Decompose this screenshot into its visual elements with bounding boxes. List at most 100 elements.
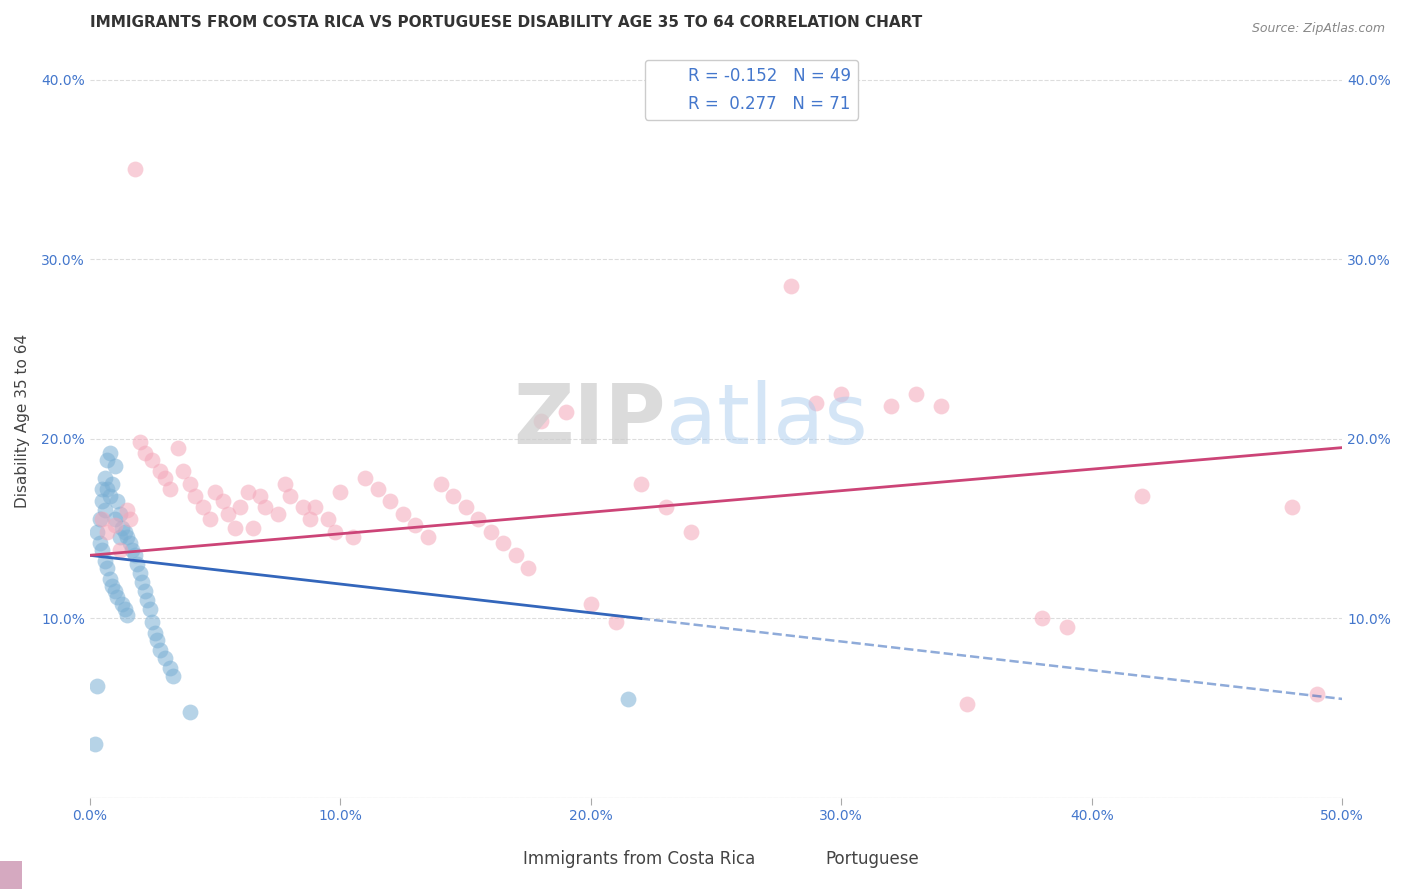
Point [630,476,652,491]
Point [1031,611,1053,625]
Point [104,517,127,532]
Point [114,524,136,539]
Point [159,482,181,496]
Point [96,561,118,575]
Point [159,661,181,675]
Point [249,489,271,503]
Point [679,524,702,539]
Point [104,512,127,526]
Point [134,446,156,460]
Point [329,485,352,500]
Legend: Immigrants from Costa Rica, Portuguese: Immigrants from Costa Rica, Portuguese [479,842,927,875]
Point [94,503,117,517]
Point [149,643,172,657]
Point [166,441,188,455]
Point [1130,489,1153,503]
Point [98,446,121,460]
Point [304,500,326,514]
Point [117,530,139,544]
Point [342,530,364,544]
Point [98,489,121,503]
Point [101,579,124,593]
Point [299,512,322,526]
Point [354,471,377,485]
Point [96,453,118,467]
Point [91,512,114,526]
Point [267,507,290,521]
Point [179,476,201,491]
Point [204,485,226,500]
Point [479,524,502,539]
Point [111,597,134,611]
Point [86,524,108,539]
Point [224,521,246,535]
Point [94,471,117,485]
Point [931,400,953,414]
Point [316,512,339,526]
Point [179,705,201,719]
Point [91,543,114,558]
Point [880,400,903,414]
Point [229,500,252,514]
Point [111,521,134,535]
Point [136,593,159,607]
Point [98,572,121,586]
Point [89,535,111,549]
Point [141,453,163,467]
Text: IMMIGRANTS FROM COSTA RICA VS PORTUGUESE DISABILITY AGE 35 TO 64 CORRELATION CHA: IMMIGRANTS FROM COSTA RICA VS PORTUGUESE… [90,15,922,30]
Point [86,679,108,693]
Point [367,482,389,496]
Point [492,535,515,549]
Point [96,524,118,539]
Point [149,464,172,478]
Point [121,543,143,558]
Point [955,698,977,712]
Point [153,471,176,485]
Point [454,500,477,514]
Point [131,575,153,590]
Point [198,512,221,526]
Point [1281,500,1303,514]
Point [141,615,163,629]
Point [96,482,118,496]
Point [274,476,297,491]
Point [172,464,194,478]
Point [162,668,184,682]
Y-axis label: Disability Age 35 to 64: Disability Age 35 to 64 [15,334,30,508]
Point [380,494,402,508]
Text: Source: ZipAtlas.com: Source: ZipAtlas.com [1251,22,1385,36]
Point [211,494,233,508]
Point [291,500,314,514]
Point [114,602,136,616]
Point [146,632,169,647]
Point [392,507,415,521]
Point [617,692,640,706]
Point [416,530,439,544]
Point [323,524,346,539]
Point [441,489,464,503]
Point [124,162,146,177]
Point [91,482,114,496]
Point [127,558,149,572]
Point [505,549,527,563]
Point [129,435,152,450]
Point [91,494,114,508]
Point [579,597,602,611]
Point [108,543,131,558]
Point [530,414,553,428]
Legend: R = -0.152   N = 49, R =  0.277   N = 71: R = -0.152 N = 49, R = 0.277 N = 71 [645,60,858,120]
Point [217,507,239,521]
Point [108,530,131,544]
Point [830,386,852,401]
Point [236,485,259,500]
Point [118,512,141,526]
Point [124,549,146,563]
Point [105,494,128,508]
Point [905,386,928,401]
Point [1306,687,1329,701]
Point [517,561,540,575]
Point [83,737,105,751]
Point [94,554,117,568]
Point [429,476,451,491]
Point [278,489,301,503]
